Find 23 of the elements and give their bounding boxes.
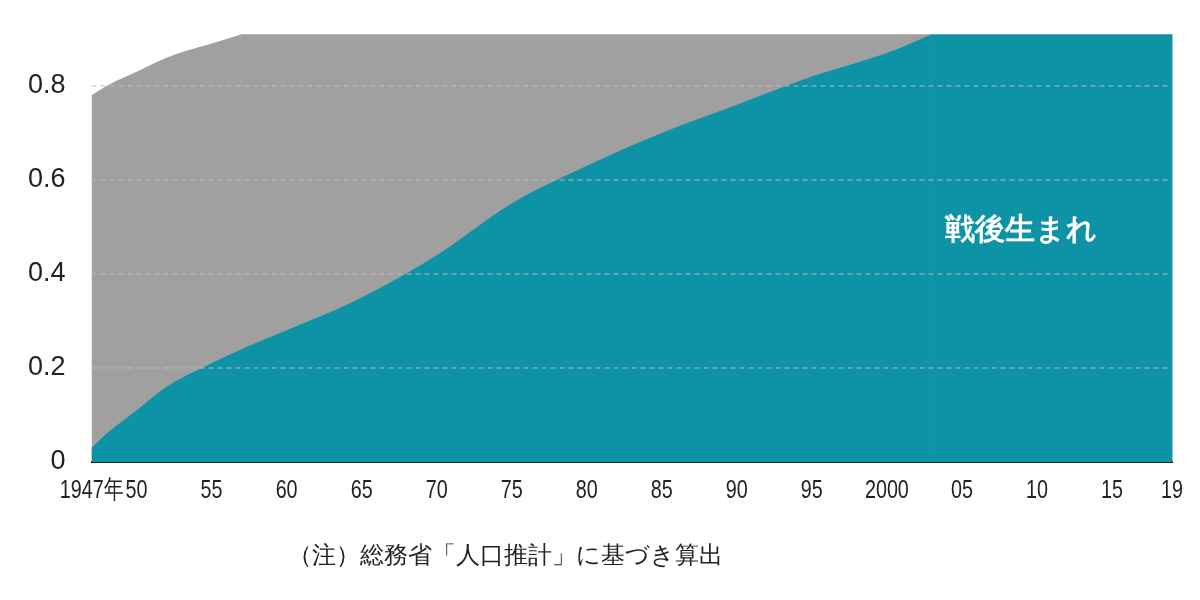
x-tick-label: 55 — [200, 474, 223, 504]
x-tick-label: 15 — [1100, 474, 1123, 504]
y-tick-label: 0.4 — [27, 257, 66, 288]
x-tick-label: 85 — [650, 474, 673, 504]
x-tick-label: 1947年 — [59, 474, 124, 504]
y-tick-label: 0.2 — [27, 351, 66, 382]
text: （注）総務省「人口推計」に基づき算出 — [287, 540, 723, 568]
y-tick-label: 0.8 — [27, 69, 66, 100]
x-tick-label: 10 — [1025, 474, 1048, 504]
x-tick-label: 65 — [350, 474, 373, 504]
x-tick-label: 60 — [275, 474, 298, 504]
x-tick-label: 19 — [1161, 474, 1183, 504]
x-tick-label: 70 — [425, 474, 448, 504]
y-tick-label: 0.6 — [27, 163, 66, 194]
x-tick-label: 05 — [950, 474, 973, 504]
y-tick-label: 0 — [50, 445, 66, 476]
series-label: 戦後生まれ — [943, 212, 1097, 246]
x-tick-label: 95 — [800, 474, 823, 504]
x-tick-label: 75 — [500, 474, 523, 504]
x-tick-label: 90 — [725, 474, 748, 504]
x-tick-label: 50 — [125, 474, 148, 504]
x-tick-label: 80 — [575, 474, 598, 504]
x-tick-label: 2000 — [864, 474, 909, 504]
